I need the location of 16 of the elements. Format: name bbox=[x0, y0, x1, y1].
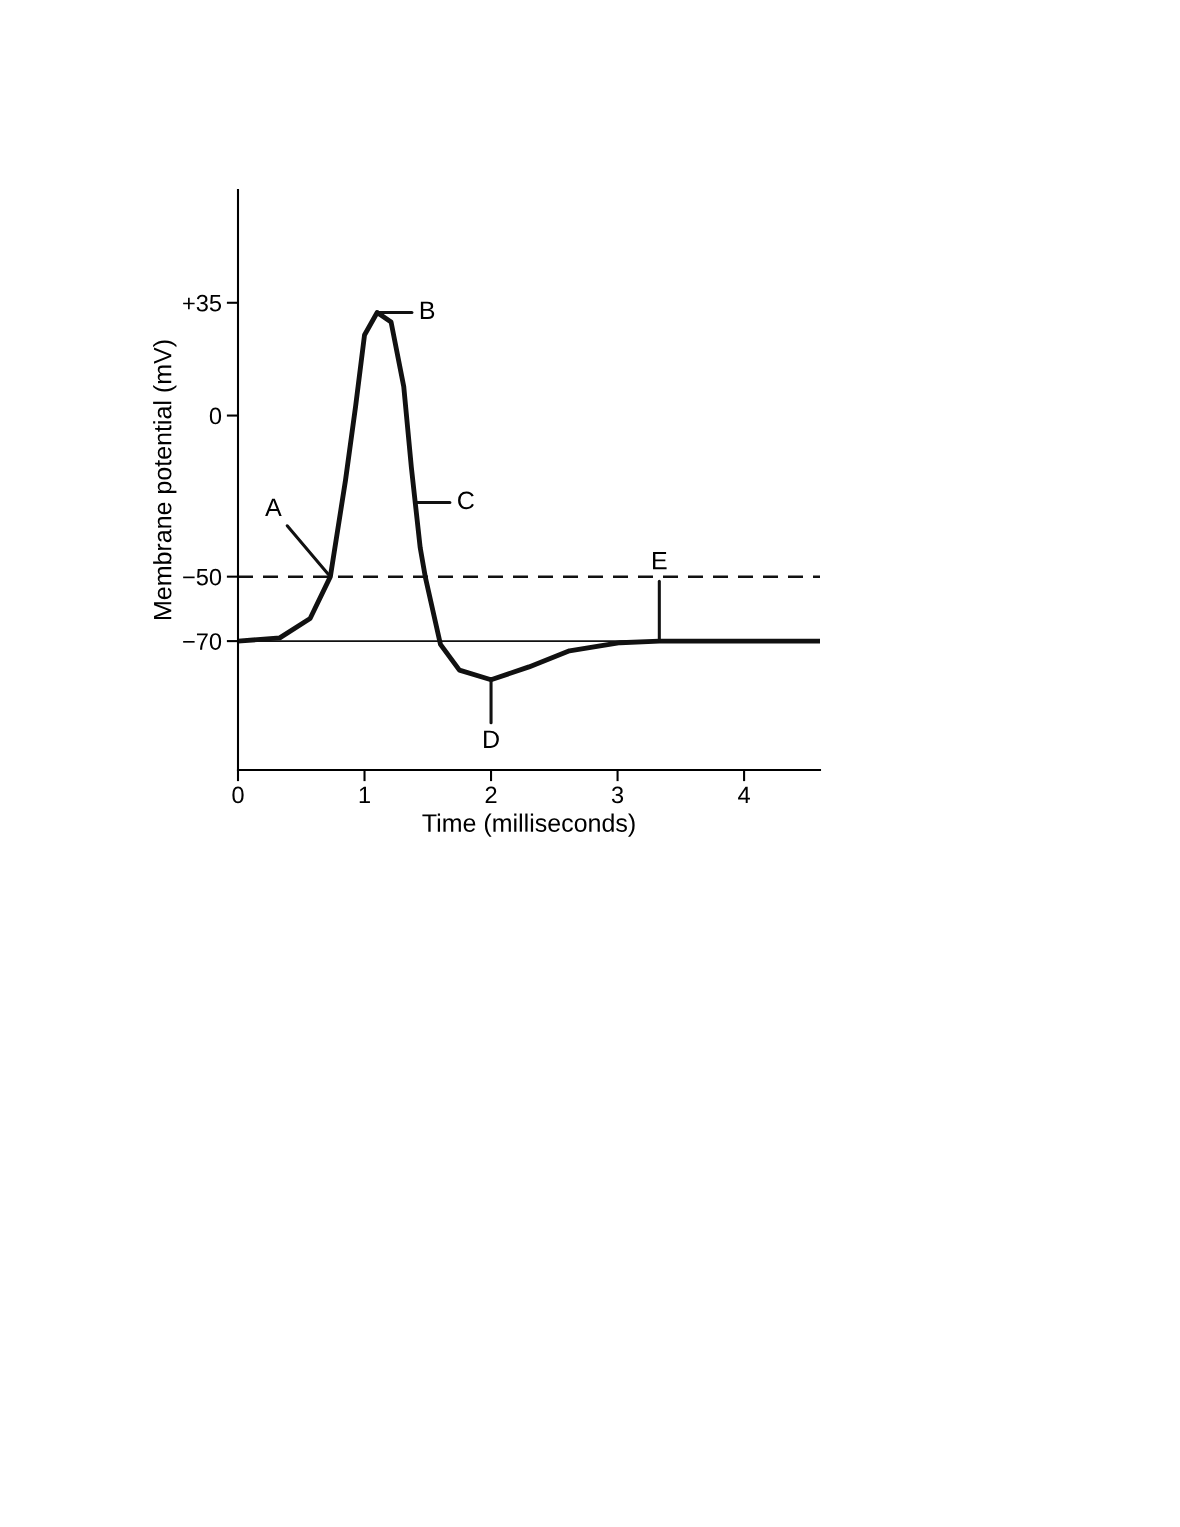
y-tick-label: +35 bbox=[183, 294, 222, 312]
y-axis-title: Membrane potential (mV) bbox=[153, 340, 177, 619]
annotation: E bbox=[653, 552, 667, 570]
y-tick-label: −70 bbox=[183, 633, 222, 650]
x-axis-title: Time (milliseconds) bbox=[422, 813, 635, 837]
x-tick-label: 4 bbox=[738, 786, 750, 804]
x-tick-label: 3 bbox=[611, 786, 624, 804]
annotation: C bbox=[458, 491, 474, 510]
annotation: A bbox=[265, 498, 282, 516]
y-tick-label: 0 bbox=[209, 407, 222, 425]
annotation: B bbox=[420, 301, 435, 319]
x-tick-label: 2 bbox=[485, 786, 497, 804]
x-tick-label: 1 bbox=[359, 786, 370, 804]
y-tick-label: −50 bbox=[183, 568, 222, 586]
annotation: D bbox=[484, 730, 499, 748]
x-tick-label: 0 bbox=[232, 786, 244, 804]
